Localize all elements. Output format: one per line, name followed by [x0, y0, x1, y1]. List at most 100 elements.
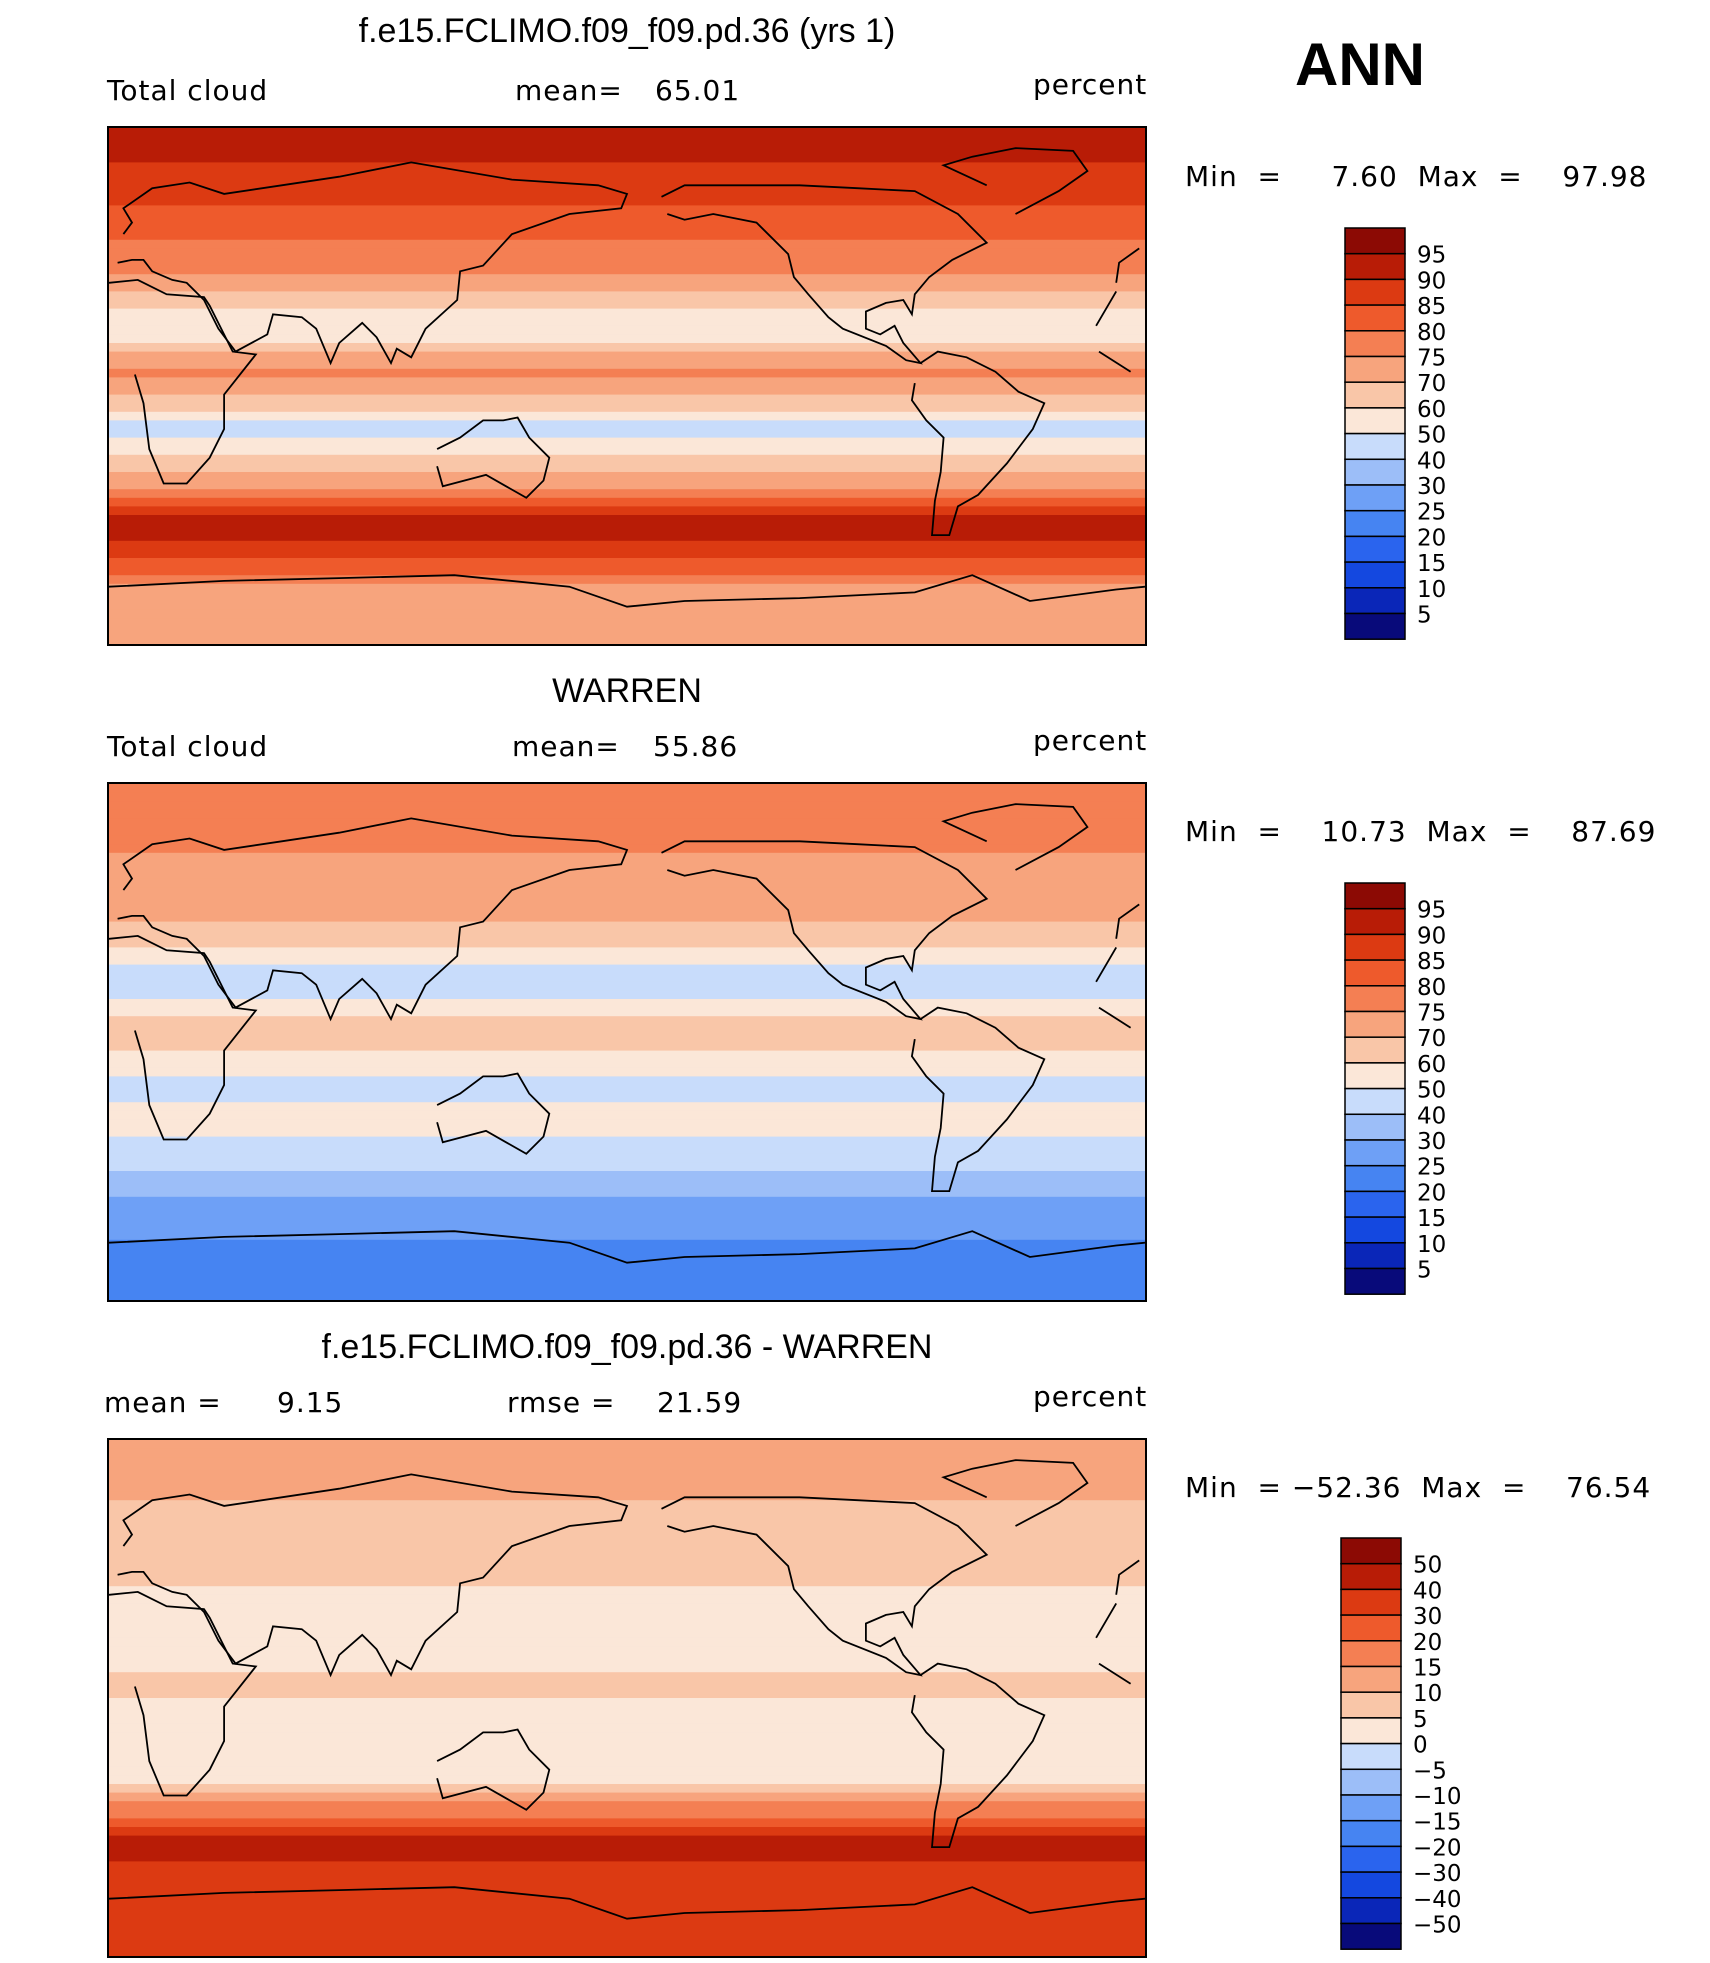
panel3-rmse-value: 21.59	[657, 1386, 743, 1419]
panel2-field-band	[109, 1291, 1145, 1300]
panel2-field-band	[109, 809, 1145, 820]
panel2-map-svg	[109, 784, 1145, 1300]
panel1-field-band	[109, 145, 1145, 155]
panel2-colorbar: 95 90 85 80 75 70 60 50 40 30 25 20 15 10 5	[1333, 882, 1483, 1295]
panel3-units: percent	[1033, 1380, 1148, 1413]
panel2-field-band	[109, 1033, 1145, 1043]
panel2-field-band	[109, 1145, 1145, 1155]
panel3-colorbar-box	[1340, 1717, 1402, 1745]
panel2-colorbar-box	[1344, 985, 1406, 1013]
panel3-field-band	[109, 1517, 1145, 1527]
panel3-title: f.e15.FCLIMO.f09_f09.pd.36 - WARREN	[321, 1328, 933, 1366]
panel3-field-band	[109, 1706, 1145, 1717]
panel1-min-max: Min = 7.60 Max = 97.98	[1185, 160, 1648, 193]
panel2-field-band	[109, 981, 1145, 992]
panel3-field-band	[109, 1629, 1145, 1639]
panel2-coastline	[910, 1006, 1046, 1192]
panel1-colorbar-box	[1344, 252, 1406, 281]
panel2-field-band	[109, 1188, 1145, 1198]
panel1-colorbar-label: 15	[1417, 551, 1446, 577]
panel3-coastline	[117, 1473, 1140, 1678]
panel1-field-band	[109, 454, 1145, 465]
panel3-colorbar-box	[1340, 1691, 1402, 1719]
panel1-colorbar-label: 75	[1417, 346, 1446, 372]
panel2-coastline	[109, 1230, 1145, 1264]
panel3-coastline	[661, 1496, 989, 1677]
panel3-field-band	[109, 1551, 1145, 1562]
panel2-field-band	[109, 964, 1145, 975]
panel2-colorbar-box	[1344, 1267, 1406, 1295]
panel1-field-band	[109, 497, 1145, 508]
panel2-colorbar-box	[1344, 1139, 1406, 1167]
panel3-field-band	[109, 1904, 1145, 1914]
panel3-colorbar-label: −30	[1413, 1861, 1462, 1887]
panel2-field-band	[109, 1067, 1145, 1078]
panel1-field-band	[109, 325, 1145, 336]
panel2-field-band	[109, 913, 1145, 923]
panel2-colorbar-box	[1344, 1242, 1406, 1270]
panel3-field-band	[109, 1792, 1145, 1803]
panel2-field-band	[109, 852, 1145, 863]
panel3-min-max: Min = −52.36 Max = 76.54	[1185, 1471, 1652, 1504]
panel1-field-band	[109, 609, 1145, 620]
panel3-field-band	[109, 1474, 1145, 1484]
panel1-coastline	[117, 161, 1140, 366]
panel3-colorbar-label: −10	[1413, 1784, 1462, 1810]
panel3-field-band	[109, 1620, 1145, 1631]
panel2-field-band	[109, 1136, 1145, 1147]
panel3-field-band	[109, 1930, 1145, 1940]
panel1-units: percent	[1033, 68, 1148, 101]
panel1-field-band	[109, 300, 1145, 310]
panel2-field-band	[109, 930, 1145, 940]
panel3-field-band	[109, 1577, 1145, 1588]
panel3-colorbar-box	[1340, 1742, 1402, 1771]
panel2-field-band	[109, 1119, 1145, 1129]
panel3-field-band	[109, 1758, 1145, 1768]
panel3-colorbar-label: 0	[1413, 1733, 1428, 1759]
panel2-field-band	[109, 835, 1145, 846]
panel2-field-band	[109, 1248, 1145, 1258]
panel2-field-band	[109, 827, 1145, 837]
panel1-field-band	[109, 635, 1145, 644]
panel3-field-band	[109, 1543, 1145, 1553]
panel1-coastline	[436, 416, 551, 499]
panel2-colorbar-box	[1344, 1036, 1406, 1064]
panel2-field-band	[109, 1050, 1145, 1061]
panel3-colorbar-label: −50	[1413, 1913, 1462, 1939]
panel3-coastline	[941, 1459, 1089, 1527]
panel3-field-band	[109, 1844, 1145, 1854]
panel1-field-band	[109, 437, 1145, 448]
panel3-mean-value: 9.15	[277, 1386, 344, 1419]
panel3-coastlines	[109, 1459, 1145, 1920]
panel2-colorbar-box	[1344, 959, 1406, 987]
panel1-coastline	[661, 184, 989, 365]
panel3-rmse-label: rmse =	[507, 1386, 616, 1419]
panel1-field-band	[109, 214, 1145, 224]
panel1-colorbar-box	[1344, 612, 1406, 640]
panel1-field-band	[109, 162, 1145, 172]
panel2-map	[107, 782, 1147, 1302]
panel3-field-band	[109, 1655, 1145, 1665]
panel2-colorbar-box	[1344, 882, 1406, 910]
panel3-colorbar-box	[1340, 1871, 1402, 1899]
panel1-colorbar-label: 70	[1417, 371, 1446, 397]
panel3-field-band	[109, 1766, 1145, 1777]
panel2-colorbar-box	[1344, 1164, 1406, 1193]
panel3-field-band	[109, 1801, 1145, 1811]
panel3-colorbar-box	[1340, 1640, 1402, 1668]
panel2-colorbar-label: 25	[1417, 1155, 1446, 1181]
panel1-field-band	[109, 532, 1145, 542]
panel3-colorbar-label: 15	[1413, 1656, 1442, 1682]
panel1-field-band	[109, 128, 1145, 138]
panel3-field-band	[109, 1594, 1145, 1605]
panel2-field-band	[109, 973, 1145, 983]
panel1-field-band	[109, 386, 1145, 396]
panel2-colorbar-label: 15	[1417, 1206, 1446, 1232]
panel1-field-band	[109, 248, 1145, 258]
panel2-colorbar-box	[1344, 907, 1406, 936]
panel3-colorbar-box	[1340, 1562, 1402, 1591]
panel2-colorbar-label: 80	[1417, 975, 1446, 1001]
panel2-field-band	[109, 792, 1145, 803]
panel3-field-band	[109, 1508, 1145, 1519]
panel1-field-band	[109, 282, 1145, 293]
